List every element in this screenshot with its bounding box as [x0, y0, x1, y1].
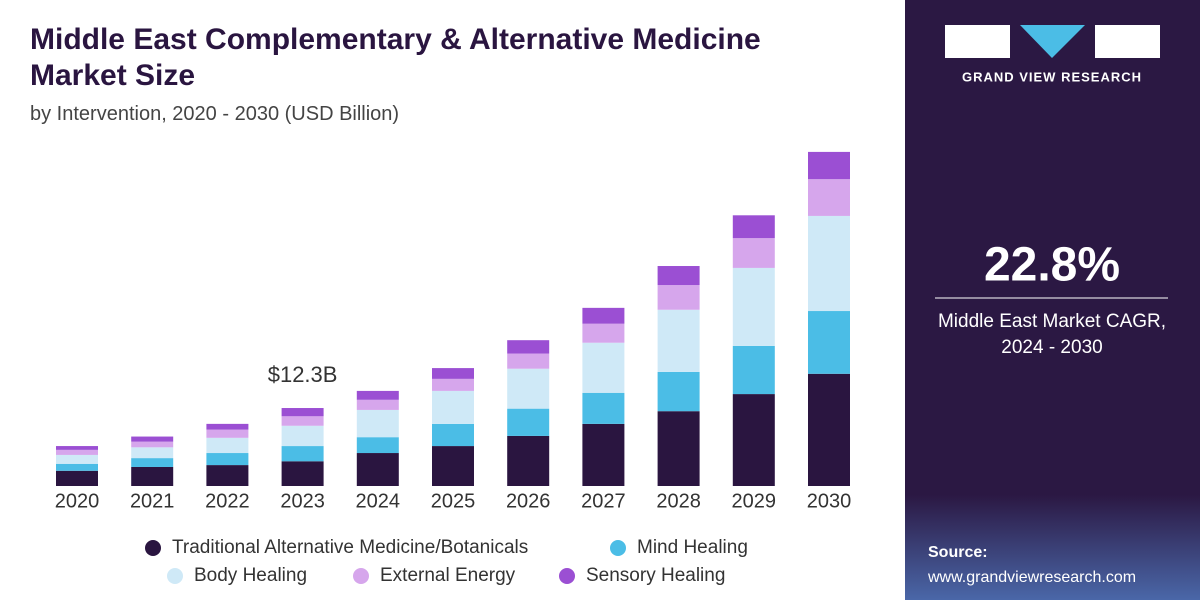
x-tick-label: 2029 [732, 490, 777, 512]
bar-segment [657, 285, 700, 310]
legend-label: Sensory Healing [586, 565, 725, 586]
bar-segment [56, 449, 98, 455]
legend-label: Body Healing [194, 565, 307, 586]
bar-segment [432, 390, 474, 424]
bar-segment [281, 461, 324, 486]
legend-label: External Energy [380, 565, 516, 586]
bar-segment [356, 453, 399, 486]
x-tick-label: 2028 [656, 490, 701, 512]
bar-segment [732, 267, 775, 346]
brand: GRAND VIEW RESEARCH [962, 69, 1142, 84]
bar-segment [131, 466, 174, 486]
x-tick-label: 2030 [807, 490, 852, 512]
source-label: Source: [928, 544, 988, 561]
bar-segment [356, 409, 399, 438]
bar-segment [206, 423, 249, 430]
chart-subtitle: by Intervention, 2020 - 2030 (USD Billio… [30, 103, 400, 125]
cagr: 22.8% [984, 239, 1120, 292]
logo-triangle [1020, 25, 1085, 58]
bar-segment [732, 238, 775, 268]
bar-segment [432, 378, 474, 391]
bar-segment [56, 470, 98, 486]
bar-segment [507, 435, 550, 486]
bar-segment [582, 307, 625, 324]
x-tick-label: 2021 [130, 490, 175, 512]
cagr-label: 2024 - 2030 [1001, 337, 1102, 358]
bar-segment [56, 454, 98, 464]
bar-segment [657, 266, 700, 286]
bar-segment [657, 411, 700, 486]
bar-segment [808, 311, 850, 374]
bar-segment [732, 394, 775, 486]
bar-segment [582, 323, 625, 343]
legend-marker [610, 540, 626, 556]
bar-segment [582, 342, 625, 393]
bar-segment [56, 446, 98, 450]
legend-label: Mind Healing [637, 537, 748, 558]
bar-segment [507, 408, 550, 436]
bar-segment [507, 340, 550, 354]
x-tick-label: 2023 [280, 490, 325, 512]
bar-segment [432, 423, 474, 447]
bar-segment [808, 215, 850, 312]
legend-marker [353, 568, 369, 584]
bar-segment [206, 453, 249, 466]
x-tick-label: 2027 [581, 490, 626, 512]
bar-segment [657, 371, 700, 412]
bar-segment [732, 215, 775, 239]
bar-segment [507, 353, 550, 369]
logo-box [945, 25, 1010, 58]
bar-segment [206, 437, 249, 454]
source-url: www.grandviewresearch.com [927, 569, 1136, 586]
bar-segment [356, 437, 399, 454]
x-tick-label: 2022 [205, 490, 250, 512]
legend-marker [167, 568, 183, 584]
x-tick-label: 2024 [356, 490, 401, 512]
bar-segment [281, 408, 324, 417]
bar-segment [56, 463, 98, 471]
bar-segment [131, 458, 174, 467]
bar-segment [732, 345, 775, 395]
bar-segment [206, 429, 249, 438]
bar-segment [808, 373, 850, 486]
x-tick-label: 2026 [506, 490, 551, 512]
bar-segment [281, 416, 324, 426]
bar-segment [131, 447, 174, 459]
x-tick-label: 2025 [431, 490, 476, 512]
sidebar-footer [905, 495, 1200, 600]
bar-segment [582, 423, 625, 486]
bar-segment [281, 446, 324, 462]
bar-segment [131, 441, 174, 448]
bar-segment [281, 425, 324, 447]
bar-segment [356, 399, 399, 410]
bar-segment [356, 390, 399, 400]
legend-label: Traditional Alternative Medicine/Botanic… [172, 537, 528, 558]
bar-segment [582, 392, 625, 424]
legend-marker [559, 568, 575, 584]
bar-segment [808, 179, 850, 216]
bar-segment [432, 368, 474, 379]
cagr-label: Middle East Market CAGR, [938, 311, 1166, 332]
annotation: $12.3B [268, 362, 338, 387]
bar-segment [206, 465, 249, 486]
logo-box [1095, 25, 1160, 58]
bar-segment [808, 151, 850, 180]
x-tick-label: 2020 [55, 490, 100, 512]
bar-segment [507, 368, 550, 409]
legend-marker [145, 540, 161, 556]
bar-segment [131, 436, 174, 442]
bar-segment [432, 446, 474, 486]
chart-title: Middle East Complementary & Alternative … [30, 23, 761, 92]
bar-segment [657, 309, 700, 372]
